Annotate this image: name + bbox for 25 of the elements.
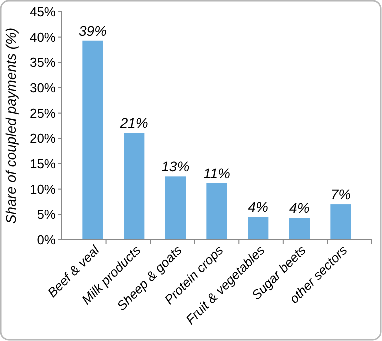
- y-tick-label: 25%: [30, 106, 56, 121]
- y-tick-label: 20%: [30, 131, 56, 146]
- bar: [289, 218, 310, 240]
- y-tick-label: 40%: [30, 30, 56, 45]
- y-tick-label: 10%: [30, 182, 56, 197]
- bar: [248, 217, 269, 240]
- data-label: 11%: [204, 165, 230, 182]
- y-tick-label: 30%: [30, 80, 56, 96]
- data-label: 21%: [119, 115, 148, 132]
- y-tick-label: 45%: [30, 4, 56, 20]
- data-label: 13%: [162, 158, 190, 175]
- y-tick-label: 5%: [37, 207, 56, 222]
- y-tick-label: 0%: [37, 232, 56, 248]
- data-label: 4%: [248, 199, 268, 216]
- bar: [124, 133, 145, 240]
- y-tick-label: 15%: [30, 156, 56, 172]
- data-label: 39%: [78, 22, 108, 39]
- data-label: 7%: [330, 186, 352, 203]
- y-axis-title: Share of coupled payments (%): [3, 28, 19, 224]
- bar: [165, 176, 186, 240]
- y-tick-label: 35%: [30, 55, 56, 70]
- data-label: 4%: [290, 200, 310, 216]
- bar: [330, 204, 352, 240]
- bar: [82, 40, 104, 240]
- bar: [206, 183, 228, 240]
